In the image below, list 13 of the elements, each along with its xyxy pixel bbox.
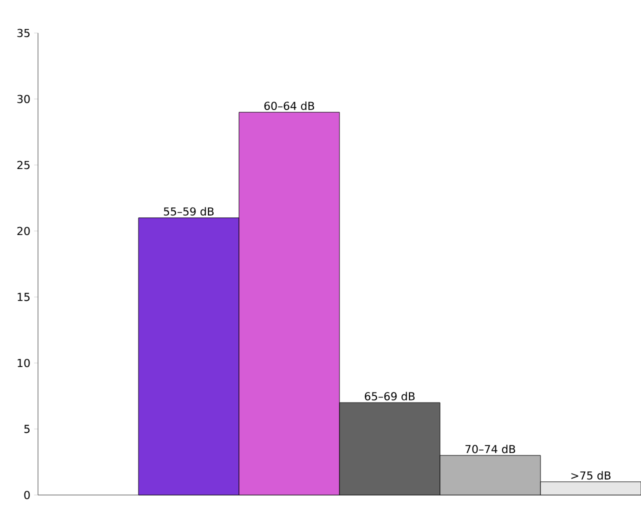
y-tick-label: 20 [17, 226, 30, 236]
y-tick-label: 15 [18, 292, 30, 302]
y-tick-label: 25 [17, 160, 30, 170]
y-tick-label: 5 [24, 424, 30, 434]
y-tick-label: 30 [17, 94, 30, 104]
y-tick-label: 0 [24, 490, 30, 500]
x-tick-label: 65–69 dB [364, 392, 415, 400]
x-tick-label: 60–64 dB [264, 102, 314, 110]
x-tick-label: 55–59 dB [164, 207, 214, 216]
x-tick-label: >75 dB [571, 471, 610, 480]
y-tick-label: 35 [17, 28, 30, 38]
y-tick-label: 10 [18, 358, 30, 368]
x-tick-label: 70–74 dB [465, 444, 516, 454]
